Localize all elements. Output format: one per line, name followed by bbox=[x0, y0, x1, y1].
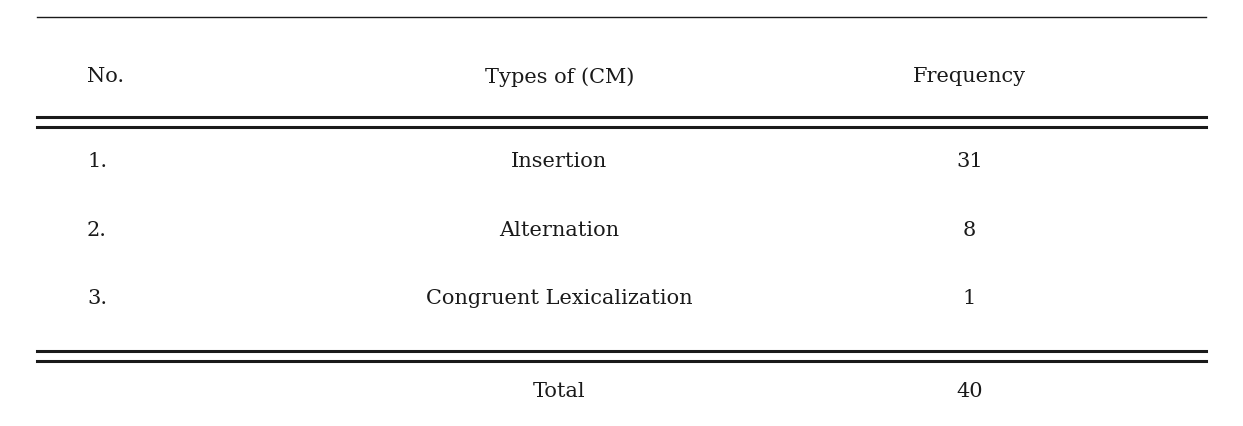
Text: 2.: 2. bbox=[87, 221, 107, 239]
Text: 8: 8 bbox=[963, 221, 976, 239]
Text: Alternation: Alternation bbox=[500, 221, 619, 239]
Text: 3.: 3. bbox=[87, 289, 107, 308]
Text: 1.: 1. bbox=[87, 153, 107, 171]
Text: No.: No. bbox=[87, 67, 124, 86]
Text: 1: 1 bbox=[963, 289, 976, 308]
Text: 40: 40 bbox=[956, 383, 983, 401]
Text: Total: Total bbox=[533, 383, 585, 401]
Text: Frequency: Frequency bbox=[912, 67, 1027, 86]
Text: 31: 31 bbox=[956, 153, 983, 171]
Text: Types of (CM): Types of (CM) bbox=[485, 67, 634, 86]
Text: Congruent Lexicalization: Congruent Lexicalization bbox=[426, 289, 692, 308]
Text: Insertion: Insertion bbox=[511, 153, 608, 171]
